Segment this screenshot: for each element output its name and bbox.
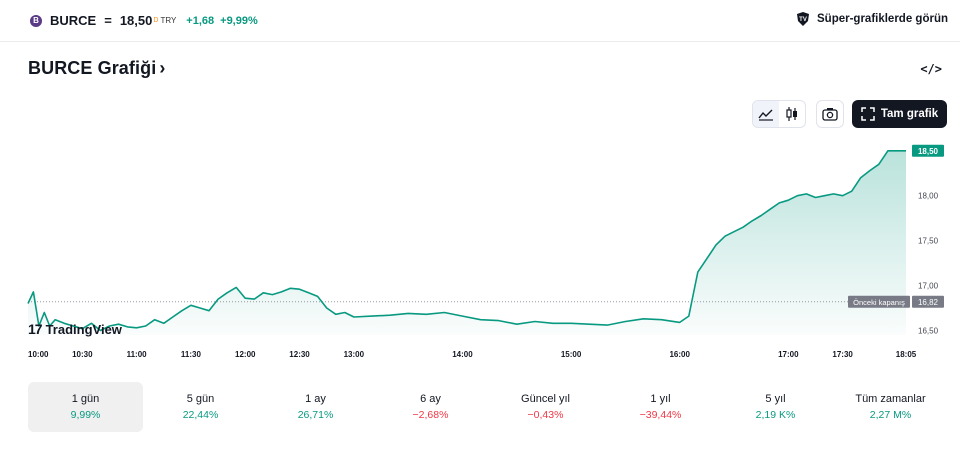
period-label: Güncel yıl — [521, 393, 570, 405]
chart-title-link[interactable]: BURCE Grafiği › — [28, 58, 165, 79]
x-tick-label: 15:00 — [561, 350, 582, 359]
price-area-fill — [28, 150, 906, 335]
super-charts-label: Süper-grafiklerde görün — [817, 13, 948, 25]
period-tab[interactable]: 1 yıl −39,44% — [603, 382, 718, 432]
super-charts-icon: TV — [797, 12, 809, 26]
x-tick-label: 10:30 — [72, 350, 93, 359]
period-label: 5 yıl — [765, 393, 786, 405]
currency-code: TRY — [160, 16, 177, 25]
fullscreen-icon — [861, 107, 875, 121]
area-chart-button[interactable] — [753, 101, 779, 127]
full-chart-button[interactable]: Tam grafik — [852, 100, 947, 128]
x-tick-label: 12:00 — [235, 350, 256, 359]
x-tick-label: 11:30 — [181, 350, 202, 359]
period-label: 1 yıl — [650, 393, 671, 405]
y-tick-label: 17,00 — [918, 282, 939, 291]
x-tick-label: 13:00 — [344, 350, 365, 359]
price-change-percent: +9,99% — [220, 14, 258, 27]
period-tab[interactable]: Tüm zamanlar 2,27 M% — [833, 382, 948, 432]
previous-close-badge — [912, 295, 944, 308]
current-price: 18,50 — [119, 13, 153, 28]
x-tick-label: 10:00 — [28, 350, 49, 359]
y-tick-label: 17,50 — [918, 237, 939, 246]
x-tick-label: 16:00 — [669, 350, 690, 359]
period-tab[interactable]: Güncel yıl −0,43% — [488, 382, 603, 432]
period-change-value: −0,43% — [527, 409, 564, 421]
price-change-absolute: +1,68 — [186, 14, 215, 27]
period-tab[interactable]: 1 gün 9,99% — [28, 382, 143, 432]
candles-chart-button[interactable] — [779, 101, 805, 127]
period-label: 6 ay — [420, 393, 441, 405]
period-change-value: 2,19 K% — [755, 409, 796, 421]
x-tick-label: 17:30 — [832, 350, 853, 359]
period-change-value: −2,68% — [412, 409, 449, 421]
x-tick-label: 12:30 — [289, 350, 310, 359]
last-price-badge — [912, 144, 944, 157]
period-label: 1 ay — [305, 393, 326, 405]
period-label: Tüm zamanlar — [855, 393, 926, 405]
ticker-symbol[interactable]: BURCE — [50, 13, 97, 28]
chart-toolbar: Tam grafik — [752, 100, 947, 128]
market-status-dot-icon: D — [153, 17, 159, 24]
tradingview-logo-icon: 17 — [28, 321, 43, 337]
period-change-value: 9,99% — [70, 409, 101, 421]
period-tab[interactable]: 5 gün 22,44% — [143, 382, 258, 432]
top-bar: B BURCE = 18,50 D TRY +1,68 +9,99% TV Sü… — [0, 0, 960, 42]
previous-close-value: 16,82 — [918, 298, 939, 307]
x-tick-label: 11:00 — [127, 350, 148, 359]
period-label: 5 gün — [186, 393, 215, 405]
equals-separator: = — [104, 13, 112, 28]
company-logo-icon: B — [30, 14, 42, 27]
chart-style-group — [752, 100, 806, 128]
tradingview-name: TradingView — [45, 321, 122, 337]
snapshot-button[interactable] — [816, 100, 844, 128]
y-tick-label: 16,50 — [918, 327, 939, 336]
period-tab[interactable]: 5 yıl 2,19 K% — [718, 382, 833, 432]
price-chart-svg[interactable]: 18,00 17,50 17,00 16,50 10:00 10:30 11:00 11:30… — [0, 130, 960, 365]
period-tabs: 1 gün 9,99% 5 gün 22,44% 1 ay 26,71% 6 ay −2,68… — [28, 382, 948, 432]
previous-close-label: Önceki kapanış — [853, 298, 905, 307]
full-chart-label: Tam grafik — [880, 108, 939, 120]
candlestick-icon — [786, 107, 797, 121]
y-tick-label: 18,00 — [918, 192, 939, 201]
x-tick-label: 18:05 — [896, 350, 917, 359]
x-tick-label: 14:00 — [452, 350, 473, 359]
svg-text:TV: TV — [799, 17, 807, 23]
chevron-right-icon: › — [159, 58, 166, 78]
price-chart[interactable]: 18,00 17,50 17,00 16,50 10:00 10:30 11:00 11:30… — [0, 130, 960, 365]
price-line — [27, 150, 906, 332]
period-change-value: −39,44% — [639, 409, 682, 421]
tradingview-branding[interactable]: 17 TradingView — [28, 321, 122, 337]
period-change-value: 26,71% — [297, 409, 334, 421]
period-label: 1 gün — [71, 393, 100, 405]
previous-close-tag — [848, 295, 910, 308]
period-tab[interactable]: 6 ay −2,68% — [373, 382, 488, 432]
page-title: BURCE Grafiği — [28, 58, 157, 78]
period-change-value: 22,44% — [182, 409, 219, 421]
x-tick-label: 17:00 — [778, 350, 799, 359]
period-change-value: 2,27 M% — [869, 409, 912, 421]
period-tab[interactable]: 1 ay 26,71% — [258, 382, 373, 432]
embed-code-icon[interactable]: </> — [920, 62, 942, 76]
last-price-label: 18,50 — [918, 147, 939, 156]
super-charts-link[interactable]: TV Süper-grafiklerde görün — [795, 11, 948, 27]
camera-icon — [822, 108, 838, 121]
area-chart-icon — [758, 109, 773, 121]
